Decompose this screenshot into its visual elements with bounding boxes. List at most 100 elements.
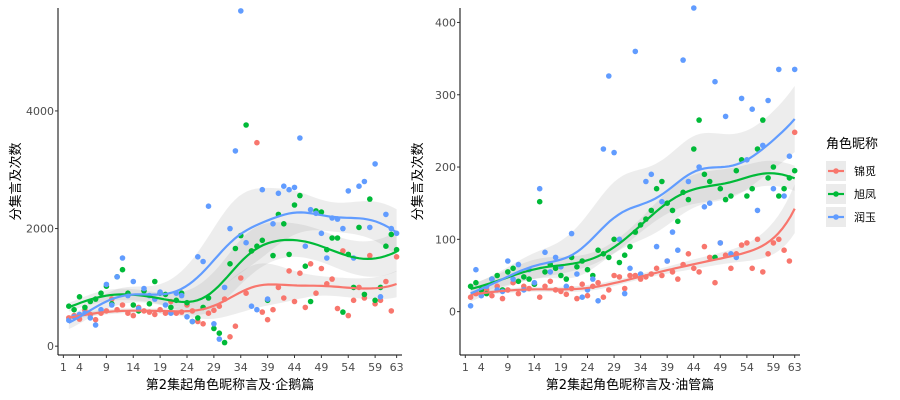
- data-point-锦觅: [627, 272, 633, 279]
- data-point-锦觅: [297, 270, 303, 277]
- confidence-band-0: [68, 263, 397, 321]
- data-point-旭凤: [356, 224, 362, 231]
- smooth-line-锦觅: [470, 208, 796, 296]
- x-tick-label: 63: [788, 361, 802, 374]
- x-tick-label: 29: [207, 361, 221, 374]
- data-point-润玉: [270, 221, 276, 227]
- data-point-旭凤: [286, 251, 292, 258]
- data-point-旭凤: [685, 196, 692, 203]
- data-point-润玉: [87, 315, 94, 321]
- data-point-锦觅: [563, 291, 570, 298]
- data-point-润玉: [227, 225, 233, 232]
- legend-title: 角色昵称: [826, 136, 878, 152]
- data-point-润玉: [600, 146, 607, 152]
- data-point-润玉: [297, 135, 303, 141]
- data-point-润玉: [685, 178, 692, 185]
- data-point-润玉: [275, 190, 282, 197]
- data-point-旭凤: [307, 298, 314, 305]
- data-point-润玉: [367, 224, 373, 231]
- data-point-旭凤: [291, 202, 298, 208]
- data-point-润玉: [103, 281, 110, 288]
- data-point-润玉: [291, 184, 298, 191]
- x-tick-label: 9: [504, 361, 511, 374]
- data-point-润玉: [653, 243, 660, 250]
- data-point-润玉: [195, 253, 201, 260]
- data-point-润玉: [109, 302, 115, 308]
- data-point-旭凤: [329, 235, 335, 241]
- data-point-锦觅: [307, 261, 314, 267]
- data-point-润玉: [579, 294, 585, 301]
- data-point-旭凤: [243, 122, 249, 128]
- data-point-旭凤: [281, 221, 287, 227]
- data-point-润玉: [510, 276, 516, 282]
- data-point-润玉: [467, 303, 474, 309]
- data-point-润玉: [221, 284, 228, 291]
- data-point-锦觅: [286, 268, 292, 274]
- data-point-润玉: [92, 322, 99, 328]
- data-point-旭凤: [770, 164, 777, 170]
- data-point-润玉: [547, 269, 554, 275]
- data-point-锦觅: [653, 265, 660, 272]
- data-point-锦觅: [499, 295, 506, 302]
- data-point-润玉: [307, 206, 314, 213]
- data-point-锦觅: [205, 310, 212, 317]
- data-point-锦觅: [275, 284, 282, 291]
- data-point-润玉: [356, 183, 362, 189]
- data-point-锦觅: [621, 285, 628, 292]
- data-point-润玉: [162, 302, 169, 308]
- data-point-润玉: [178, 292, 185, 299]
- confidence-band-1: [68, 222, 397, 315]
- x-tick-label: 39: [261, 361, 275, 374]
- data-point-润玉: [216, 336, 223, 342]
- data-point-锦觅: [547, 278, 554, 285]
- data-point-旭凤: [270, 252, 276, 259]
- data-point-旭凤: [563, 276, 570, 282]
- data-point-润玉: [536, 185, 543, 192]
- data-point-旭凤: [119, 266, 126, 273]
- data-point-旭凤: [675, 218, 681, 225]
- x-tick-label: 34: [634, 361, 648, 374]
- y-tick-label: 0: [449, 306, 456, 319]
- data-point-润玉: [184, 314, 190, 320]
- data-point-润玉: [765, 97, 771, 104]
- data-point-旭凤: [221, 339, 228, 346]
- data-point-锦觅: [243, 290, 249, 297]
- data-point-旭凤: [706, 178, 713, 185]
- x-tick-label: 4: [76, 361, 83, 374]
- data-point-锦觅: [232, 323, 239, 330]
- data-point-润玉: [372, 161, 378, 167]
- data-point-旭凤: [505, 269, 511, 275]
- data-point-锦觅: [340, 248, 346, 254]
- y-tick-label: 2000: [26, 223, 54, 236]
- data-point-润玉: [489, 276, 495, 282]
- legend-key-point: [833, 191, 839, 197]
- data-point-锦觅: [383, 278, 389, 285]
- data-point-旭凤: [542, 269, 548, 275]
- data-point-润玉: [606, 73, 612, 79]
- data-point-旭凤: [669, 207, 676, 214]
- data-point-旭凤: [691, 146, 697, 152]
- data-point-润玉: [648, 171, 655, 178]
- y-tick-label: 0: [47, 340, 54, 353]
- legend-label: 锦觅: [854, 164, 876, 178]
- data-point-锦觅: [791, 129, 798, 136]
- data-point-旭凤: [473, 279, 479, 286]
- data-point-旭凤: [781, 185, 787, 192]
- data-point-锦觅: [659, 272, 665, 279]
- data-point-锦觅: [119, 302, 126, 308]
- data-point-润玉: [712, 78, 718, 85]
- data-point-润玉: [98, 306, 104, 313]
- data-point-锦觅: [701, 243, 708, 250]
- data-point-锦觅: [595, 279, 601, 286]
- data-point-锦觅: [584, 292, 591, 299]
- data-point-润玉: [377, 294, 384, 300]
- x-tick-label: 19: [554, 361, 568, 374]
- data-point-锦觅: [238, 275, 244, 281]
- data-point-锦觅: [302, 304, 309, 311]
- data-point-旭凤: [717, 185, 724, 192]
- x-tick-label: 59: [368, 361, 382, 374]
- data-point-润玉: [595, 298, 601, 304]
- data-point-锦觅: [130, 312, 137, 319]
